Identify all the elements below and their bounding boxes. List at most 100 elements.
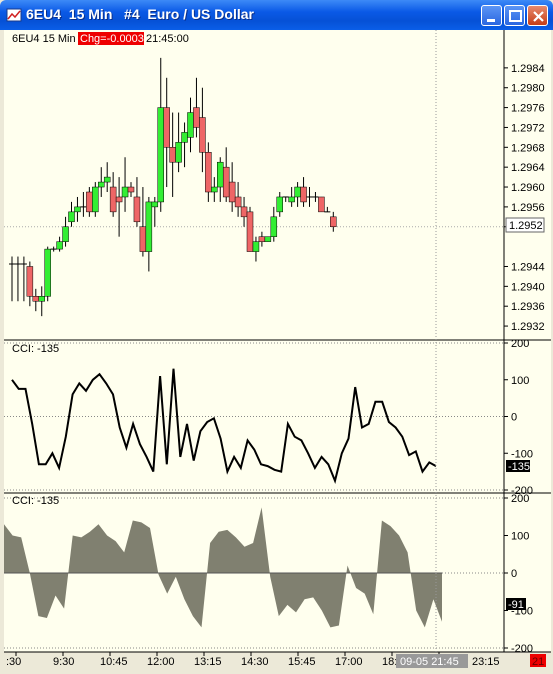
time-tick-label: 13:15 <box>194 656 222 668</box>
cci-tick-label: -100 <box>511 448 533 460</box>
candle-body <box>222 166 230 198</box>
candle-body <box>193 107 200 128</box>
price-tick-label: 1.2984 <box>511 63 545 75</box>
candle-body <box>127 186 135 193</box>
corner-badge: 21 <box>532 656 544 668</box>
cci2-area <box>4 507 442 628</box>
close-icon <box>533 11 544 22</box>
candle-body <box>234 196 242 208</box>
cci-tick-label: 0 <box>511 412 517 424</box>
cci-tick-label: 0 <box>511 568 517 580</box>
time-tick-label: 9:30 <box>53 656 74 668</box>
price-tick-label: 1.2968 <box>511 142 545 154</box>
candle-body <box>211 186 218 193</box>
candle-body <box>199 117 206 153</box>
time-tick-label: 12:00 <box>147 656 175 668</box>
header-time: 21:45:00 <box>146 33 189 45</box>
candle-body <box>217 161 224 188</box>
candle-body <box>264 236 272 242</box>
candle-body <box>330 216 337 228</box>
candle-body <box>109 186 117 213</box>
time-axis-labels: :30 9:30 10:45 12:00 13:15 14:30 15:45 17:00 18:… <box>6 652 457 668</box>
cci-panel-1 <box>4 342 504 491</box>
candle-body <box>103 176 111 183</box>
candle-body <box>246 211 254 252</box>
candle-body <box>258 236 266 242</box>
candle-body <box>169 147 176 163</box>
candle-body <box>92 186 99 213</box>
price-tick-label: 1.2956 <box>511 202 545 214</box>
candle-body <box>86 191 93 213</box>
current-price-badge-bg <box>505 217 545 233</box>
cci1-axis-labels: 200 100 0 -100 -200 <box>504 338 533 497</box>
candle-body <box>32 296 40 302</box>
candle-body <box>276 196 283 213</box>
time-tick-label: 17:00 <box>335 656 363 668</box>
time-highlight: 09-05 21:45 <box>400 656 459 668</box>
corner-badge-bg <box>530 654 546 667</box>
cci-tick-label: 200 <box>511 338 529 350</box>
candle-body <box>38 296 45 302</box>
cci-tick-label: 200 <box>511 493 529 505</box>
chart-app-icon <box>6 8 22 22</box>
change-badge: Chg=-0.0003 <box>80 33 144 45</box>
candle-body <box>26 266 34 297</box>
close-button[interactable] <box>527 5 548 26</box>
candle-body <box>181 132 188 143</box>
price-tick-label: 1.2964 <box>511 162 545 174</box>
chart-area[interactable]: 1.2984 1.2980 1.2976 1.2972 1.2968 1.2964 1.29… <box>0 30 553 674</box>
candle-body <box>288 196 295 203</box>
candle-body <box>300 186 307 203</box>
candle-body <box>151 201 159 208</box>
candle-body <box>175 142 182 163</box>
price-tick-label: 1.2936 <box>511 301 545 313</box>
candle-body <box>270 216 278 237</box>
candle-body <box>318 196 325 213</box>
cci2-label: CCI: -135 <box>12 495 59 507</box>
candle-body <box>115 196 123 203</box>
time-tick-label: 15:45 <box>288 656 316 668</box>
cci2-value-badge-bg <box>506 598 526 610</box>
cci-panel-2 <box>4 497 504 649</box>
cci-tick-label: -200 <box>511 643 533 655</box>
candle-body <box>56 241 63 250</box>
candle-body <box>139 226 147 252</box>
symbol-label: 6EU4 15 Min <box>12 33 76 45</box>
price-tick-label: 1.2940 <box>511 281 545 293</box>
candle-body <box>98 181 105 188</box>
candle-body <box>205 152 212 193</box>
candle-body <box>44 248 51 297</box>
title-bar[interactable]: 6EU4 15 Min #4 Euro / US Dollar <box>0 0 553 30</box>
candle-body <box>145 201 153 252</box>
time-highlight-bg <box>396 654 468 668</box>
candle-body <box>294 186 301 198</box>
cci1-value-badge: -135 <box>508 461 530 473</box>
current-price-badge: 1.2952 <box>509 220 543 232</box>
price-tick-label: 1.2944 <box>511 261 545 273</box>
price-tick-label: 1.2932 <box>511 321 545 333</box>
cci-tick-label: 100 <box>511 375 529 387</box>
price-tick-label: 1.2960 <box>511 182 545 194</box>
time-tick-label: 14:30 <box>241 656 269 668</box>
minimize-button[interactable] <box>481 5 502 26</box>
price-tick-label: 1.2980 <box>511 83 545 95</box>
candle-body <box>74 206 81 213</box>
cci-tick-label: -200 <box>511 485 533 497</box>
candles-layer <box>9 57 337 317</box>
maximize-icon <box>509 10 522 22</box>
time-label-after: 23:15 <box>472 656 500 668</box>
time-tick-label: 10:45 <box>100 656 128 668</box>
candle-body <box>68 211 75 223</box>
time-tick-label: :30 <box>6 656 21 668</box>
candle-body <box>62 226 69 242</box>
candle-body <box>163 107 170 148</box>
candle-body <box>121 186 129 198</box>
candle-body <box>187 112 194 138</box>
maximize-button[interactable] <box>504 5 525 26</box>
candle-body <box>240 206 248 218</box>
cci1-value-badge-bg <box>506 460 530 472</box>
candle-body <box>157 107 164 203</box>
cci-tick-label: 100 <box>511 531 529 543</box>
window-title: 6EU4 15 Min #4 Euro / US Dollar <box>26 6 254 22</box>
